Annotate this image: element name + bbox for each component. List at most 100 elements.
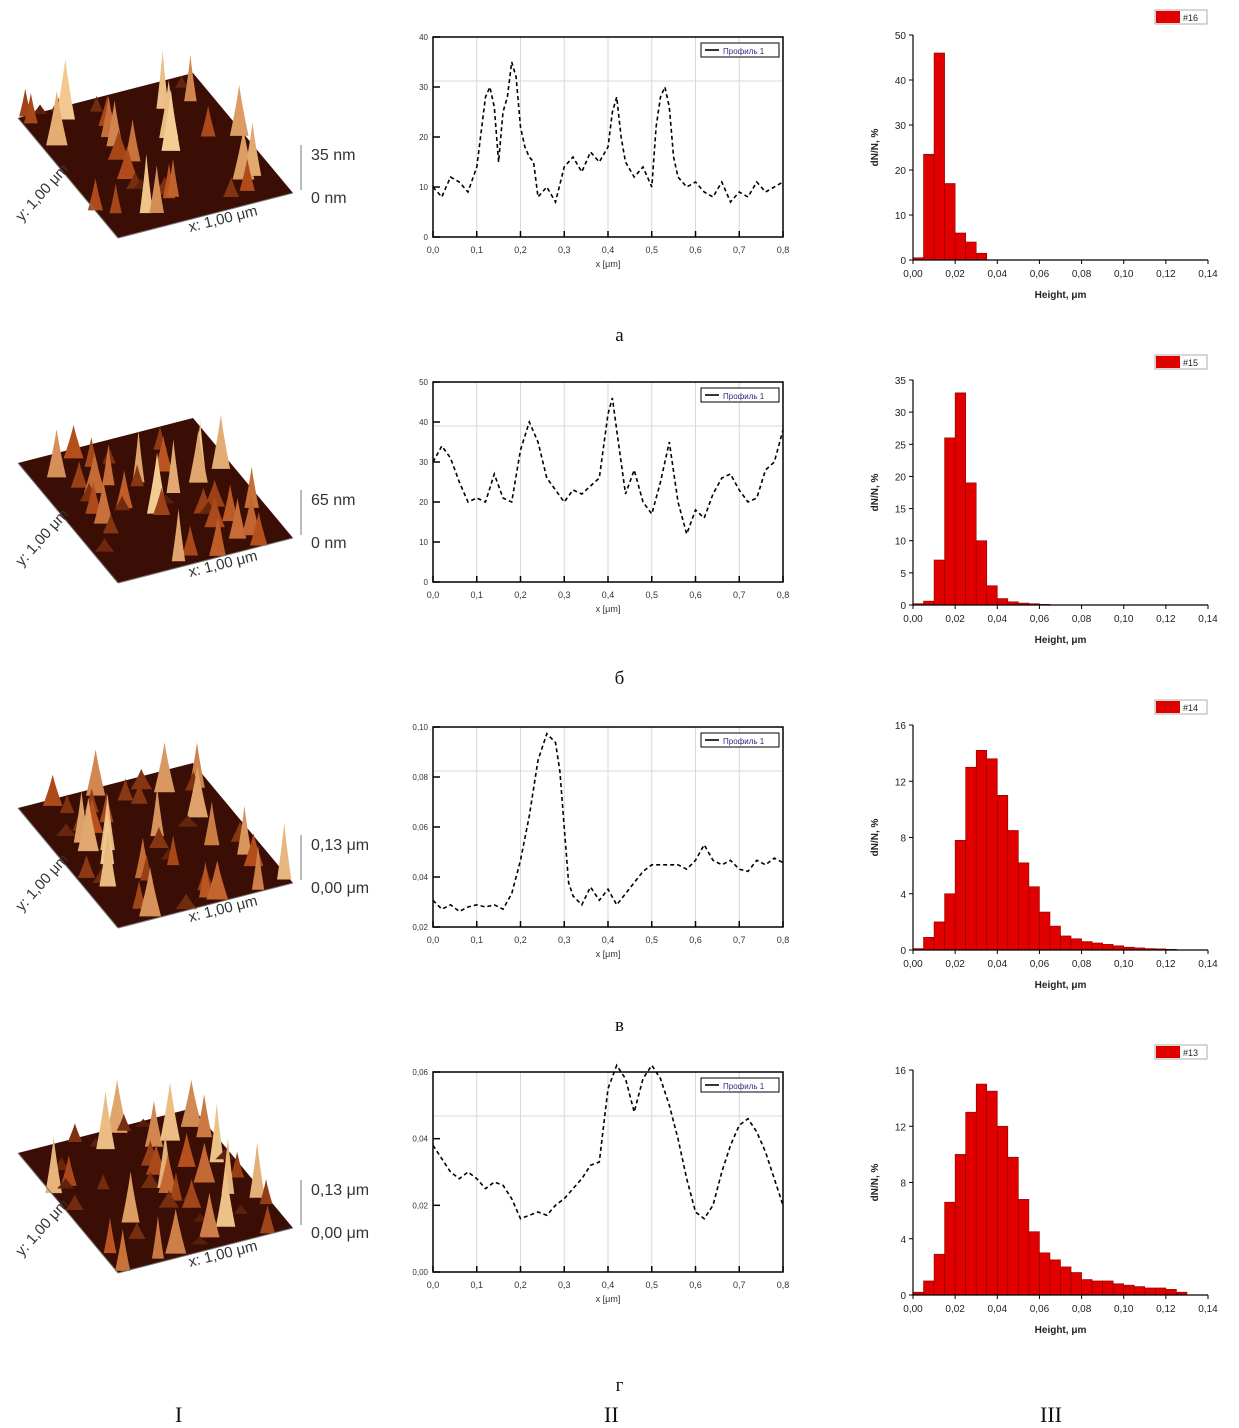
histogram-bar	[1112, 1283, 1125, 1296]
afm-y-axis-label: y: 1,00 μm	[12, 506, 72, 570]
x-tick-label: 0,6	[689, 245, 702, 255]
afm-peak	[151, 1215, 164, 1259]
histogram-bar	[1070, 1272, 1082, 1296]
x-tick-label: 0,4	[602, 245, 615, 255]
x-tick-label: 0,0	[427, 935, 440, 945]
plot-frame	[432, 36, 784, 238]
x-tick-label: 0,02	[945, 269, 965, 280]
y-tick-label: 30	[419, 458, 428, 467]
afm-peak	[116, 1113, 132, 1131]
y-tick-label: 15	[895, 505, 907, 516]
afm-peak	[158, 1153, 178, 1194]
y-tick-label: 0,10	[412, 723, 428, 732]
histogram-bar	[923, 1280, 935, 1296]
x-tick-label: 0,7	[733, 245, 746, 255]
afm-axis-line	[117, 1227, 294, 1274]
afm-peak	[249, 511, 268, 546]
x-tick-label: 0,04	[988, 614, 1008, 625]
y-tick-label: 0	[900, 601, 906, 612]
figure-row-d: 0,13 μm 0,00 μm x: 1,00 μm y: 1,00 μm 0,0 0,…	[0, 1035, 1239, 1396]
profile-chart-a: 0,0 0,1 0,2 0,3 0,4 0,5 0,6 0,7 0,8 0 10 20 30 40 Проф…	[419, 33, 789, 269]
histogram-bar	[954, 392, 966, 606]
afm-axis-line	[17, 807, 119, 929]
x-tick-label: 0,1	[470, 1280, 483, 1290]
y-tick-label: 40	[895, 76, 907, 87]
row-label-c: в	[615, 1015, 624, 1036]
histogram-bar	[965, 1111, 977, 1296]
histogram-bar	[1007, 830, 1019, 951]
plot-frame	[432, 726, 784, 928]
afm-z-min-label: 0 nm	[311, 535, 347, 552]
afm-peak	[171, 508, 186, 562]
y-tick-label: 0	[900, 1291, 906, 1302]
y-tick-label: 10	[895, 537, 907, 548]
x-tick-label: 0,10	[1114, 614, 1134, 625]
afm-peak	[196, 1094, 213, 1138]
afm-peak	[121, 1171, 140, 1223]
y-tick-label: 10	[895, 211, 907, 222]
x-tick-label: 0,10	[1114, 959, 1134, 970]
profile-line	[432, 61, 784, 205]
histogram-bar	[996, 1125, 1009, 1296]
afm-axis-line	[117, 192, 294, 239]
afm-peak	[60, 1155, 77, 1186]
column-label-2: II	[604, 1402, 619, 1427]
afm-peak	[132, 880, 146, 909]
afm-axis-line	[117, 882, 294, 929]
afm-3d-image-c: 0,13 μm0,00 μmx: 1,00 μmy: 1,00 μm	[12, 742, 369, 929]
x-tick-label: 0,2	[514, 590, 527, 600]
histogram-bar	[965, 482, 977, 606]
afm-axis-line	[117, 537, 294, 584]
afm-peak	[94, 538, 115, 552]
x-tick-label: 0,14	[1198, 269, 1218, 280]
y-axis-label: dN/N, %	[870, 1164, 881, 1202]
y-tick-label: 40	[419, 33, 428, 42]
afm-peak	[132, 430, 145, 483]
afm-peak	[153, 742, 176, 793]
afm-peak	[160, 1082, 181, 1141]
afm-peak	[149, 165, 164, 213]
afm-peak	[259, 1204, 276, 1234]
afm-3d-image-a: 35 nm0 nmx: 1,00 μmy: 1,00 μm	[12, 50, 355, 239]
profile-chart-c: 0,0 0,1 0,2 0,3 0,4 0,5 0,6 0,7 0,8 0,02 0,04 0,06 0…	[412, 723, 789, 959]
figure-row-c: 0,13 μm 0,00 μm x: 1,00 μm y: 1,00 μm 0,0 0,…	[0, 690, 1239, 1036]
y-axis-label: dN/N, %	[870, 474, 881, 512]
afm-peak	[243, 122, 262, 176]
afm-peak	[59, 794, 75, 814]
histogram-bar	[1049, 1259, 1061, 1296]
afm-peak	[115, 470, 133, 509]
afm-peak	[42, 774, 63, 806]
histogram-bar	[1039, 911, 1051, 951]
x-tick-label: 0,08	[1072, 269, 1092, 280]
y-tick-label: 20	[895, 472, 907, 483]
x-axis-label: x [μm]	[596, 949, 621, 959]
afm-3d-image-b: 65 nm0 nmx: 1,00 μmy: 1,00 μm	[12, 414, 355, 584]
y-axis-label: dN/N, %	[870, 129, 881, 167]
x-tick-label: 0,12	[1156, 614, 1176, 625]
histogram-bar	[1081, 1279, 1093, 1296]
x-tick-label: 0,14	[1198, 1304, 1218, 1315]
histogram-bar	[975, 1083, 988, 1296]
legend-box	[700, 387, 780, 403]
afm-peak	[130, 768, 153, 790]
histogram-bar	[975, 540, 988, 606]
x-tick-label: 0,4	[602, 590, 615, 600]
x-tick-label: 0,08	[1072, 959, 1092, 970]
row-label-a: а	[615, 325, 624, 346]
afm-peak	[166, 439, 181, 493]
histogram-bar	[965, 241, 977, 261]
x-tick-label: 0,6	[689, 935, 702, 945]
legend-swatch	[1156, 1046, 1180, 1058]
x-tick-label: 0,06	[1030, 1304, 1050, 1315]
afm-peak	[103, 1217, 117, 1254]
afm-peak	[139, 153, 154, 214]
afm-peak	[182, 525, 199, 556]
legend-swatch	[1156, 701, 1180, 713]
y-tick-label: 0	[424, 578, 429, 587]
afm-peak	[116, 146, 138, 180]
legend-label: #16	[1183, 13, 1198, 23]
y-tick-label: 4	[900, 1235, 906, 1246]
x-axis-label: x [μm]	[596, 1294, 621, 1304]
x-tick-label: 0,1	[470, 935, 483, 945]
afm-peak	[153, 487, 171, 515]
